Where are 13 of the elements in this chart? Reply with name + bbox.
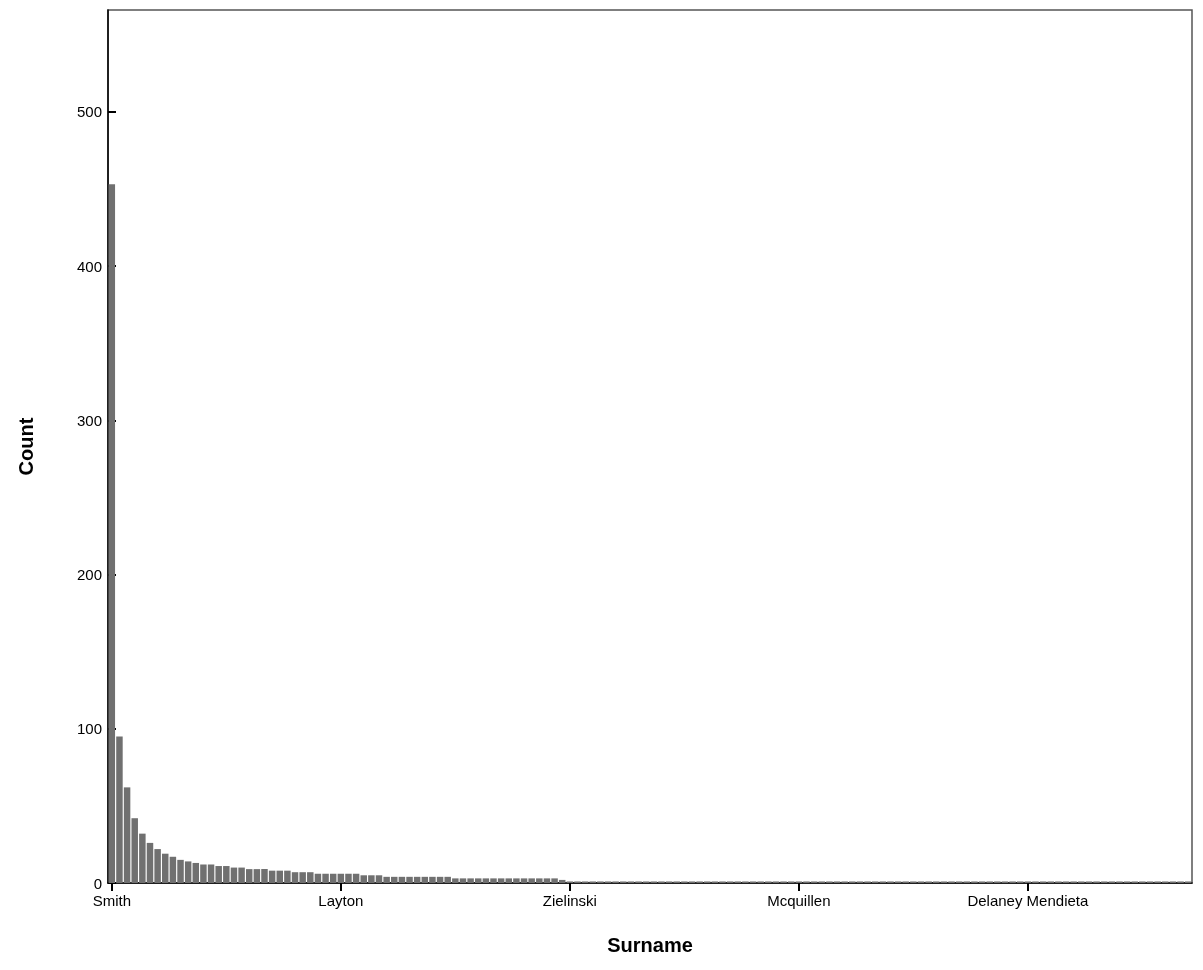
y-tick-label: 0 <box>93 874 102 892</box>
x-tick-label: Mcquillen <box>767 892 831 909</box>
y-tick-label: 500 <box>76 103 102 121</box>
x-axis-title: Surname <box>607 934 693 956</box>
y-tick-label: 100 <box>76 720 102 738</box>
y-tick-label: 300 <box>76 411 102 429</box>
y-tick-label: 200 <box>76 566 102 584</box>
y-tick-label: 400 <box>76 257 102 275</box>
x-tick-label: Smith <box>92 892 131 909</box>
x-tick-label: Delaney Mendieta <box>967 892 1089 909</box>
x-tick-label: Zielinski <box>542 892 597 909</box>
y-axis-title: Count <box>15 417 37 476</box>
x-tick-label: Layton <box>318 892 364 909</box>
